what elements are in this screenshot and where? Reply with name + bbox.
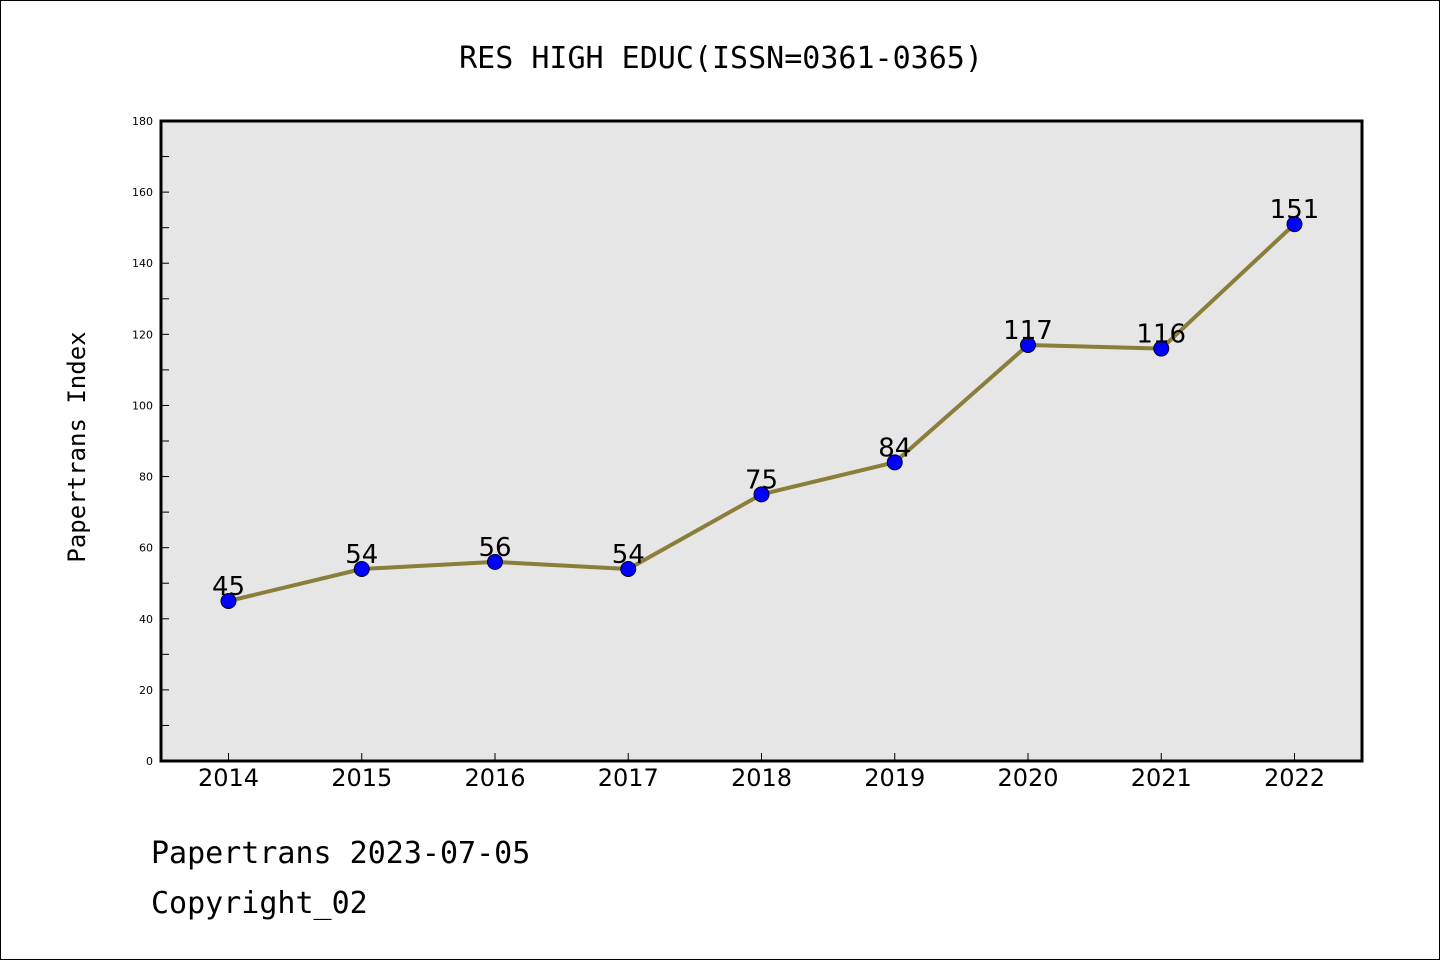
- data-label-2021: 116: [1136, 320, 1186, 350]
- data-point-2020: [1020, 337, 1036, 353]
- data-point-2022: [1286, 216, 1303, 233]
- data-markers: [220, 216, 1303, 609]
- x-tick-label: 2015: [331, 764, 392, 792]
- data-label-2019: 84: [878, 433, 911, 463]
- data-point-2017: [620, 561, 637, 577]
- x-tick-label: 2022: [1264, 764, 1325, 792]
- y-tick-label: 40: [139, 613, 153, 626]
- x-tick-label: 2014: [198, 764, 259, 792]
- chart-title: RES HIGH EDUC(ISSN=0361-0365): [459, 41, 983, 76]
- data-label-2016: 56: [478, 533, 511, 563]
- y-tick-label: 60: [139, 542, 153, 555]
- y-tick-label: 20: [139, 684, 153, 697]
- y-tick-label: 140: [132, 257, 153, 270]
- footer-copyright: Copyright_02: [151, 886, 368, 921]
- data-labels: 45 54 56 54 75 84 117 116 151: [212, 195, 1319, 602]
- y-tick-label: 0: [146, 755, 153, 768]
- x-tick-label: 2018: [731, 764, 792, 792]
- data-point-2019: [886, 454, 903, 471]
- y-axis-label: Papertrans Index: [63, 331, 91, 562]
- footer-source: Papertrans 2023-07-05: [151, 836, 531, 871]
- data-label-2014: 45: [212, 572, 245, 602]
- x-tick-label: 2021: [1131, 764, 1192, 792]
- x-tick-label: 2020: [997, 764, 1058, 792]
- y-tick-label: 160: [132, 186, 153, 199]
- data-point-2021: [1153, 340, 1170, 357]
- y-tick-label: 100: [132, 399, 153, 412]
- data-point-2015: [353, 561, 370, 577]
- x-tick-label: 2016: [464, 764, 525, 792]
- data-label-2015: 54: [345, 540, 378, 570]
- plot-area: [159, 119, 1364, 763]
- data-point-2016: [487, 553, 503, 570]
- data-label-2022: 151: [1270, 195, 1320, 225]
- data-label-2018: 75: [745, 465, 778, 495]
- data-label-2017: 54: [612, 540, 645, 570]
- x-tick-label: 2017: [598, 764, 659, 792]
- data-point-2014: [220, 593, 237, 609]
- data-label-2020: 117: [1003, 316, 1053, 346]
- data-point-2018: [753, 486, 770, 503]
- y-tick-label: 180: [132, 115, 153, 128]
- x-tick-label: 2019: [864, 764, 925, 792]
- y-tick-label: 80: [139, 471, 153, 484]
- y-tick-label: 120: [132, 328, 153, 341]
- axis-ticks: 0 20 40 60 80 100 120 140 160 180 2014 2015 2016 2017…: [132, 115, 1325, 792]
